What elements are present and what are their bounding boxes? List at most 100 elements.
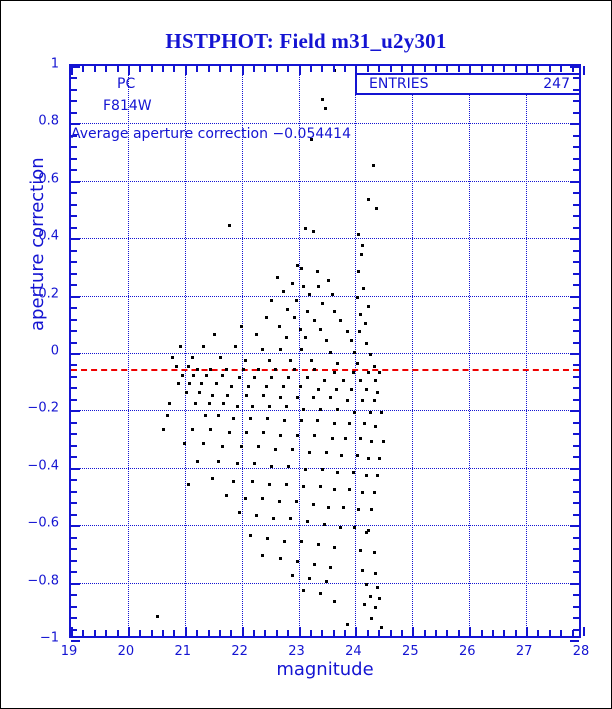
- axis-tick: [355, 627, 358, 636]
- data-point: [266, 537, 270, 541]
- data-point: [302, 485, 306, 489]
- data-point: [340, 453, 344, 457]
- axis-tick-minor: [218, 630, 221, 636]
- data-point: [307, 451, 311, 454]
- data-point: [281, 385, 285, 388]
- axis-tick-minor: [71, 548, 77, 551]
- gridline-vertical: [298, 66, 300, 636]
- axis-tick-minor: [573, 536, 579, 539]
- axis-tick-minor: [321, 630, 324, 636]
- x-tick-label: 28: [572, 644, 590, 659]
- axis-tick-minor: [400, 66, 403, 72]
- axis-tick: [570, 353, 579, 355]
- axis-tick-minor: [150, 630, 153, 636]
- axis-tick-minor: [573, 479, 579, 482]
- axis-tick: [570, 295, 579, 298]
- data-point: [289, 517, 293, 521]
- data-point: [186, 482, 190, 486]
- axis-tick: [583, 627, 585, 636]
- axis-tick-minor: [573, 502, 579, 505]
- axis-tick-minor: [196, 66, 199, 72]
- axis-tick-minor: [560, 66, 563, 72]
- data-point: [313, 367, 317, 371]
- x-tick-label: 27: [515, 644, 533, 659]
- data-point: [267, 482, 271, 486]
- data-point: [186, 364, 190, 368]
- data-point: [332, 600, 336, 604]
- data-point: [378, 370, 382, 374]
- data-point: [196, 367, 200, 371]
- data-point: [324, 339, 328, 343]
- data-point: [304, 227, 308, 231]
- data-point: [304, 336, 308, 340]
- axis-tick-minor: [71, 192, 77, 195]
- gridline-horizontal: [71, 180, 579, 182]
- data-point: [184, 390, 188, 394]
- data-point: [313, 562, 317, 566]
- axis-tick-minor: [400, 630, 403, 636]
- data-point: [270, 376, 274, 380]
- data-point: [341, 505, 345, 509]
- data-point: [298, 327, 302, 331]
- axis-tick-minor: [446, 630, 449, 636]
- data-point: [233, 344, 237, 348]
- axis-tick-minor: [389, 66, 392, 72]
- axis-tick-minor: [71, 318, 77, 321]
- data-point: [216, 459, 220, 463]
- axis-tick-minor: [71, 456, 77, 459]
- axis-tick-minor: [71, 617, 77, 620]
- data-point: [321, 98, 325, 101]
- data-point: [296, 264, 300, 268]
- data-point: [317, 542, 321, 546]
- data-point: [165, 413, 169, 417]
- data-point: [376, 390, 380, 394]
- data-point: [353, 525, 357, 529]
- data-point: [355, 362, 359, 366]
- axis-tick: [298, 66, 301, 75]
- data-point: [332, 488, 336, 492]
- entries-box: ENTRIES 247: [355, 73, 579, 95]
- data-point: [321, 468, 325, 472]
- axis-tick-minor: [573, 88, 579, 91]
- axis-tick-minor: [573, 571, 579, 574]
- data-point: [167, 402, 171, 406]
- axis-tick: [412, 66, 415, 75]
- axis-tick-minor: [457, 66, 460, 72]
- data-point: [182, 442, 186, 446]
- gridline-vertical: [469, 66, 471, 636]
- axis-tick: [570, 66, 579, 68]
- data-point: [175, 364, 179, 368]
- axis-tick-minor: [71, 272, 77, 275]
- axis-tick-minor: [139, 630, 142, 636]
- entries-label: ENTRIES: [369, 76, 429, 92]
- axis-tick: [241, 627, 244, 636]
- data-point: [250, 479, 254, 483]
- axis-tick-minor: [71, 605, 77, 608]
- data-point: [368, 353, 372, 357]
- axis-tick-minor: [71, 341, 77, 344]
- data-point: [239, 324, 243, 328]
- data-point: [224, 367, 228, 371]
- axis-tick-minor: [105, 630, 108, 636]
- data-point: [270, 465, 274, 469]
- axis-tick-minor: [573, 146, 579, 149]
- y-tick-label: 0.8: [38, 113, 59, 129]
- data-point: [347, 422, 351, 426]
- data-point: [296, 560, 300, 564]
- data-point: [380, 626, 384, 630]
- data-point: [361, 568, 365, 572]
- data-point: [357, 330, 361, 334]
- axis-tick-minor: [378, 66, 381, 72]
- data-point: [285, 482, 289, 486]
- data-point: [179, 344, 183, 348]
- axis-tick: [570, 123, 579, 126]
- axis-tick: [71, 640, 80, 642]
- data-point: [355, 296, 359, 300]
- axis-tick: [71, 123, 80, 126]
- axis-tick-minor: [71, 490, 77, 493]
- axis-tick-minor: [573, 77, 579, 80]
- axis-tick-minor: [207, 66, 210, 72]
- data-point: [374, 571, 378, 575]
- data-point: [279, 396, 283, 400]
- data-point: [209, 367, 213, 371]
